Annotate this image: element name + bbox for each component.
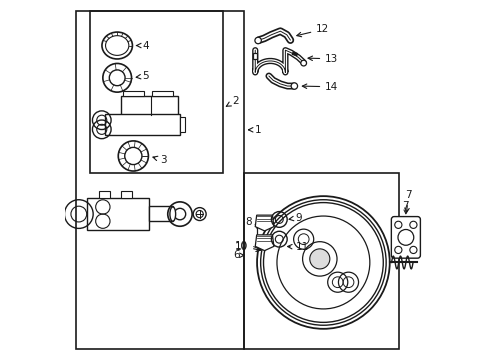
Text: 7: 7 [404, 190, 411, 213]
Polygon shape [255, 235, 273, 251]
Circle shape [409, 221, 416, 228]
Circle shape [409, 246, 416, 253]
Circle shape [394, 246, 401, 253]
Bar [122, 91, 144, 96]
Bar [121, 96, 178, 116]
Text: 10: 10 [234, 242, 247, 252]
Polygon shape [255, 215, 273, 231]
Bar [104, 114, 180, 135]
Bar [244, 173, 398, 348]
Bar [180, 117, 185, 132]
Circle shape [397, 229, 413, 245]
Text: 14: 14 [302, 82, 338, 92]
Text: 2: 2 [226, 96, 238, 106]
Text: 13: 13 [307, 54, 338, 64]
Bar [253, 53, 257, 59]
Text: 9: 9 [288, 213, 302, 222]
Bar [151, 91, 173, 96]
Text: 7: 7 [402, 201, 408, 211]
Circle shape [290, 83, 297, 89]
Text: 6: 6 [233, 250, 244, 260]
Bar [149, 206, 172, 221]
FancyBboxPatch shape [390, 217, 420, 258]
Ellipse shape [169, 207, 175, 221]
Text: 10: 10 [234, 241, 260, 252]
Text: 11: 11 [287, 242, 308, 252]
Bar [90, 12, 223, 173]
Bar [76, 12, 244, 348]
Text: 8: 8 [244, 217, 251, 227]
Circle shape [300, 60, 306, 66]
Text: 12: 12 [296, 24, 329, 37]
Circle shape [254, 37, 261, 44]
Bar [99, 191, 110, 198]
Bar [121, 191, 131, 198]
Bar [86, 198, 149, 230]
Circle shape [394, 221, 401, 228]
Text: 4: 4 [136, 41, 149, 50]
Text: 1: 1 [248, 125, 262, 135]
Circle shape [309, 249, 329, 269]
Text: 5: 5 [136, 71, 149, 81]
Text: 3: 3 [153, 155, 166, 165]
